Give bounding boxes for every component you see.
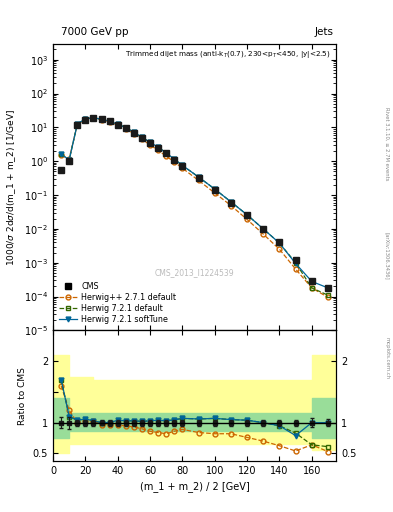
Text: [arXiv:1306.3436]: [arXiv:1306.3436]	[385, 232, 389, 280]
Text: Rivet 3.1.10, ≥ 2.7M events: Rivet 3.1.10, ≥ 2.7M events	[385, 106, 389, 180]
Legend: CMS, Herwig++ 2.7.1 default, Herwig 7.2.1 default, Herwig 7.2.1 softTune: CMS, Herwig++ 2.7.1 default, Herwig 7.2.…	[57, 280, 179, 326]
Text: 7000 GeV pp: 7000 GeV pp	[61, 27, 129, 37]
Text: Trimmed dijet mass (anti-k$_T$(0.7), 230<p$_T$<450, |y|<2.5): Trimmed dijet mass (anti-k$_T$(0.7), 230…	[125, 49, 331, 60]
Y-axis label: Ratio to CMS: Ratio to CMS	[18, 367, 27, 424]
Text: Jets: Jets	[314, 27, 333, 37]
X-axis label: (m_1 + m_2) / 2 [GeV]: (m_1 + m_2) / 2 [GeV]	[140, 481, 250, 492]
Text: mcplots.cern.ch: mcplots.cern.ch	[385, 337, 389, 379]
Y-axis label: 1000/$\sigma$ 2d$\sigma$/d(m_1 + m_2) [1/GeV]: 1000/$\sigma$ 2d$\sigma$/d(m_1 + m_2) [1…	[6, 109, 18, 266]
Text: CMS_2013_I1224539: CMS_2013_I1224539	[155, 268, 234, 278]
